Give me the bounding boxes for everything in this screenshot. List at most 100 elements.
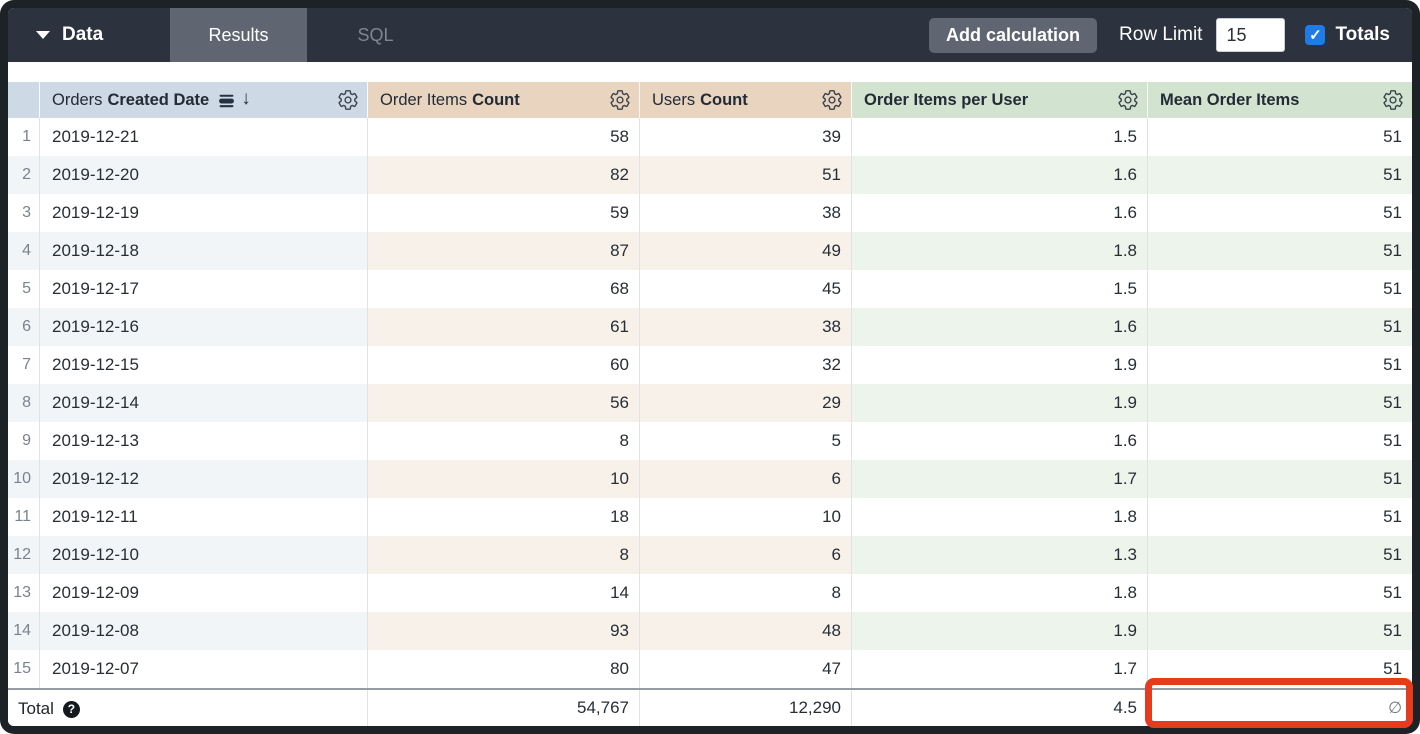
- header-order-items-per-user[interactable]: Order Items per User: [852, 82, 1148, 118]
- cell-order-items-per-user[interactable]: 1.6: [852, 422, 1148, 460]
- cell-users-count[interactable]: 38: [640, 194, 852, 232]
- cell-created-date[interactable]: 2019-12-18: [40, 232, 368, 270]
- cell-users-count[interactable]: 6: [640, 536, 852, 574]
- cell-mean-order-items[interactable]: 51: [1383, 507, 1402, 526]
- cell-order-items-count[interactable]: 68: [368, 270, 640, 308]
- cell-mean-order-items[interactable]: 51: [1383, 279, 1402, 298]
- tab-results[interactable]: Results: [170, 8, 307, 62]
- cell-mean-order-items[interactable]: 51: [1148, 460, 1412, 498]
- cell-order-items-count[interactable]: 59: [368, 194, 640, 232]
- cell-created-date[interactable]: 2019-12-17: [40, 270, 368, 308]
- cell-users-count[interactable]: 39: [640, 118, 852, 156]
- cell-order-items-per-user[interactable]: 1.6: [852, 194, 1148, 232]
- gear-icon[interactable]: [609, 89, 631, 111]
- help-icon[interactable]: [62, 700, 80, 718]
- header-mean-order-items[interactable]: Mean Order Items: [1148, 82, 1412, 118]
- cell-created-date[interactable]: 2019-12-12: [40, 460, 368, 498]
- cell-mean-order-items[interactable]: 51: [1383, 431, 1402, 450]
- tab-sql[interactable]: SQL: [307, 8, 444, 62]
- cell-order-items-per-user[interactable]: 1.5: [852, 270, 1148, 308]
- cell-users-count[interactable]: 29: [640, 384, 852, 422]
- total-mean-order-items-null-icon: ∅: [1388, 700, 1402, 717]
- cell-order-items-per-user[interactable]: 1.6: [852, 156, 1148, 194]
- cell-order-items-count[interactable]: 10: [368, 460, 640, 498]
- cell-users-count[interactable]: 45: [640, 270, 852, 308]
- cell-created-date[interactable]: 2019-12-07: [40, 650, 368, 688]
- cell-mean-order-items[interactable]: 51: [1383, 355, 1402, 374]
- cell-created-date[interactable]: 2019-12-14: [40, 384, 368, 422]
- totals-checkbox[interactable]: [1305, 25, 1326, 45]
- cell-order-items-per-user[interactable]: 1.5: [852, 118, 1148, 156]
- cell-users-count[interactable]: 32: [640, 346, 852, 384]
- cell-order-items-count[interactable]: 82: [368, 156, 640, 194]
- cell-created-date[interactable]: 2019-12-11: [40, 498, 368, 536]
- header-order-items-count[interactable]: Order Items Count: [368, 82, 640, 118]
- cell-order-items-count[interactable]: 8: [368, 536, 640, 574]
- cell-order-items-count[interactable]: 93: [368, 612, 640, 650]
- cell-order-items-per-user[interactable]: 1.7: [852, 460, 1148, 498]
- cell-users-count[interactable]: 8: [640, 574, 852, 612]
- cell-created-date[interactable]: 2019-12-13: [40, 422, 368, 460]
- add-calculation-button[interactable]: Add calculation: [929, 17, 1098, 53]
- cell-users-count[interactable]: 49: [640, 232, 852, 270]
- cell-order-items-count[interactable]: 60: [368, 346, 640, 384]
- cell-order-items-per-user[interactable]: 1.7: [852, 650, 1148, 688]
- cell-mean-order-items[interactable]: 51: [1148, 536, 1412, 574]
- row-limit-input[interactable]: [1216, 18, 1286, 52]
- cell-order-items-per-user[interactable]: 1.8: [852, 232, 1148, 270]
- cell-mean-order-items[interactable]: 51: [1148, 156, 1412, 194]
- cell-created-date[interactable]: 2019-12-21: [40, 118, 368, 156]
- cell-mean-order-items[interactable]: 51: [1148, 612, 1412, 650]
- cell-order-items-per-user[interactable]: 1.3: [852, 536, 1148, 574]
- cell-order-items-count[interactable]: 58: [368, 118, 640, 156]
- gear-icon[interactable]: [1382, 89, 1404, 111]
- cell-order-items-per-user[interactable]: 1.8: [852, 574, 1148, 612]
- cell-order-items-count[interactable]: 56: [368, 384, 640, 422]
- cell-order-items-count[interactable]: 8: [368, 422, 640, 460]
- cell-mean-order-items[interactable]: 51: [1383, 127, 1402, 146]
- toolbar-table-gap: [8, 62, 1412, 82]
- cell-mean-order-items[interactable]: 51: [1383, 583, 1402, 602]
- cell-created-date[interactable]: 2019-12-16: [40, 308, 368, 346]
- row-number: 9: [8, 422, 40, 460]
- cell-mean-order-items[interactable]: 51: [1148, 384, 1412, 422]
- cell-order-items-count[interactable]: 18: [368, 498, 640, 536]
- table-row: 15 2019-12-07 80 47 1.7 51: [8, 650, 1412, 688]
- cell-created-date[interactable]: 2019-12-08: [40, 612, 368, 650]
- cell-users-count[interactable]: 47: [640, 650, 852, 688]
- header-orders-created-date[interactable]: Orders Created Date ↓: [40, 82, 368, 118]
- cell-mean-order-items[interactable]: 51: [1148, 308, 1412, 346]
- cell-created-date[interactable]: 2019-12-10: [40, 536, 368, 574]
- cell-order-items-per-user[interactable]: 1.8: [852, 498, 1148, 536]
- cell-mean-order-items[interactable]: 51: [1383, 659, 1402, 678]
- cell-created-date[interactable]: 2019-12-19: [40, 194, 368, 232]
- sort-desc-arrow-icon[interactable]: ↓: [241, 88, 251, 109]
- subtotal-icon: [218, 92, 235, 109]
- cell-order-items-per-user[interactable]: 1.9: [852, 384, 1148, 422]
- cell-users-count[interactable]: 38: [640, 308, 852, 346]
- cell-order-items-count[interactable]: 14: [368, 574, 640, 612]
- cell-order-items-count[interactable]: 80: [368, 650, 640, 688]
- cell-users-count[interactable]: 48: [640, 612, 852, 650]
- cell-order-items-count[interactable]: 61: [368, 308, 640, 346]
- cell-created-date[interactable]: 2019-12-09: [40, 574, 368, 612]
- gear-icon[interactable]: [1117, 89, 1139, 111]
- header-users-count[interactable]: Users Count: [640, 82, 852, 118]
- cell-users-count[interactable]: 51: [640, 156, 852, 194]
- gear-icon[interactable]: [337, 89, 359, 111]
- cell-mean-order-items[interactable]: 51: [1148, 232, 1412, 270]
- cell-users-count[interactable]: 6: [640, 460, 852, 498]
- cell-order-items-count[interactable]: 87: [368, 232, 640, 270]
- cell-users-count[interactable]: 5: [640, 422, 852, 460]
- cell-created-date[interactable]: 2019-12-15: [40, 346, 368, 384]
- cell-created-date[interactable]: 2019-12-20: [40, 156, 368, 194]
- cell-order-items-per-user[interactable]: 1.9: [852, 612, 1148, 650]
- cell-users-count[interactable]: 10: [640, 498, 852, 536]
- cell-mean-order-items[interactable]: 51: [1383, 203, 1402, 222]
- cell-order-items-per-user[interactable]: 1.6: [852, 308, 1148, 346]
- data-section-toggle[interactable]: Data: [8, 24, 170, 46]
- table-row: 1 2019-12-21 58 39 1.5 51: [8, 118, 1412, 156]
- cell-order-items-per-user[interactable]: 1.9: [852, 346, 1148, 384]
- gear-icon[interactable]: [821, 89, 843, 111]
